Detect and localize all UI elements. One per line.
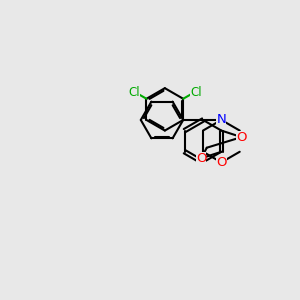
- Text: O: O: [196, 152, 206, 165]
- Text: N: N: [217, 113, 226, 127]
- Text: O: O: [236, 130, 247, 144]
- Text: O: O: [216, 156, 226, 169]
- Text: Cl: Cl: [128, 85, 140, 99]
- Text: Cl: Cl: [190, 85, 202, 99]
